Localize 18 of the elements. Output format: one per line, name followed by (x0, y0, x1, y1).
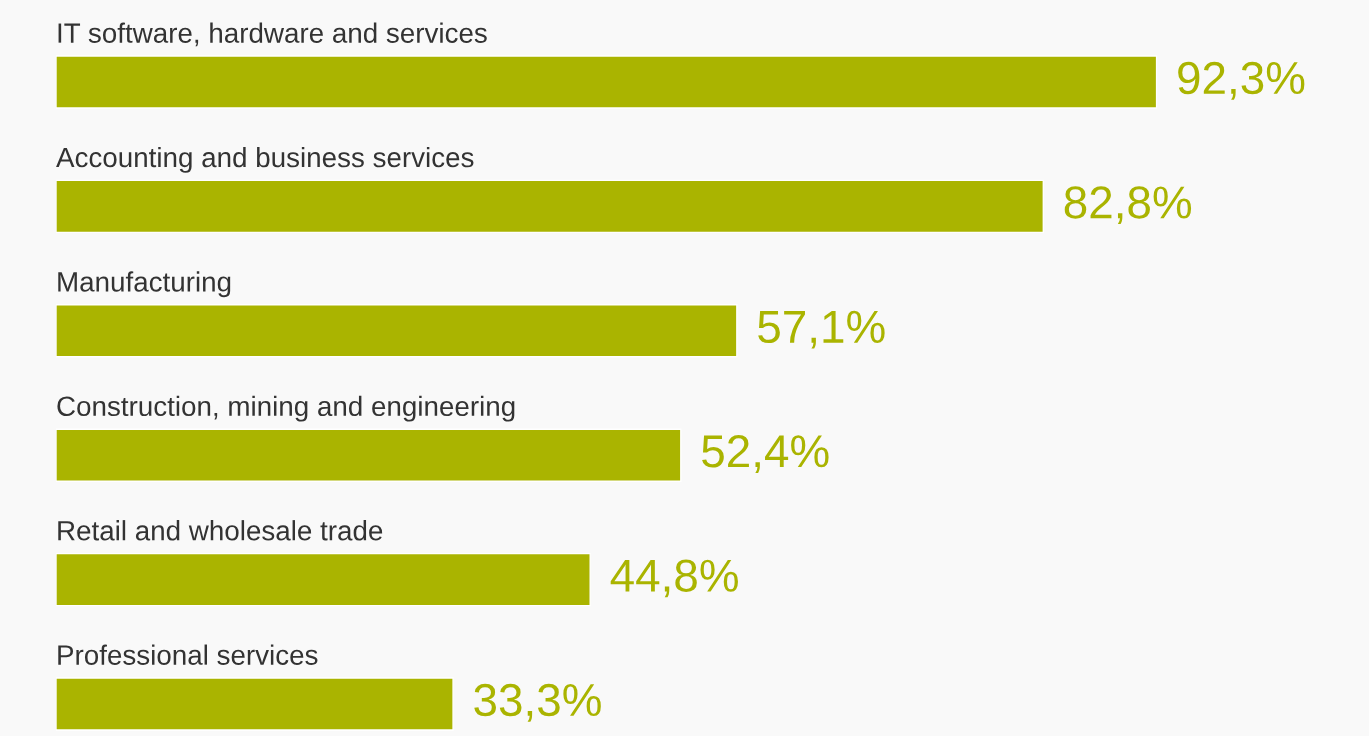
y-tick-label: Manufacturing (58, 271, 231, 298)
bar (56, 428, 682, 482)
data-label: 52,4% (702, 435, 829, 473)
bar (56, 179, 1044, 234)
bar (56, 55, 1158, 109)
data-label: 44,8% (610, 559, 738, 598)
data-label: 57,1% (758, 310, 885, 349)
y-tick-label: Accounting and business services (56, 146, 474, 173)
bar (56, 552, 591, 607)
data-label: 92,3% (1178, 61, 1305, 100)
y-tick-label: IT software, hardware and services (58, 22, 487, 47)
data-label: 82,8% (1064, 186, 1192, 225)
y-tick-label: Construction, mining and engineering (57, 395, 515, 422)
data-label: 33,3% (474, 683, 601, 722)
bar (56, 677, 454, 731)
y-tick-label: Professional services (58, 644, 318, 665)
bar (56, 304, 738, 358)
y-tick-label: Retail and wholesale trade (58, 520, 383, 541)
